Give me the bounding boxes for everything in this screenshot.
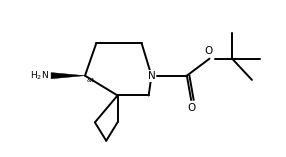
Text: N: N: [148, 71, 155, 81]
Text: O: O: [204, 46, 212, 56]
Polygon shape: [51, 73, 85, 79]
Text: O: O: [187, 103, 195, 113]
Text: H$_2$N: H$_2$N: [30, 69, 49, 82]
Text: &1: &1: [87, 78, 96, 83]
